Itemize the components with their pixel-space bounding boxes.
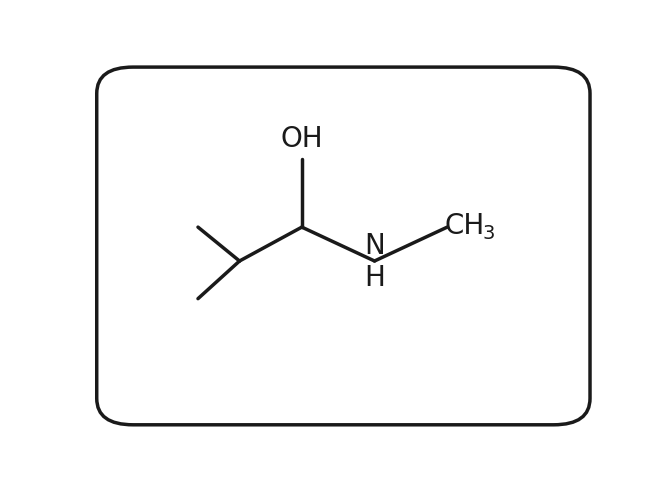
Text: 3: 3 [482, 223, 495, 242]
Text: H: H [364, 264, 385, 291]
Text: OH: OH [281, 124, 323, 152]
Text: N: N [364, 232, 385, 260]
Text: CH: CH [445, 212, 485, 240]
